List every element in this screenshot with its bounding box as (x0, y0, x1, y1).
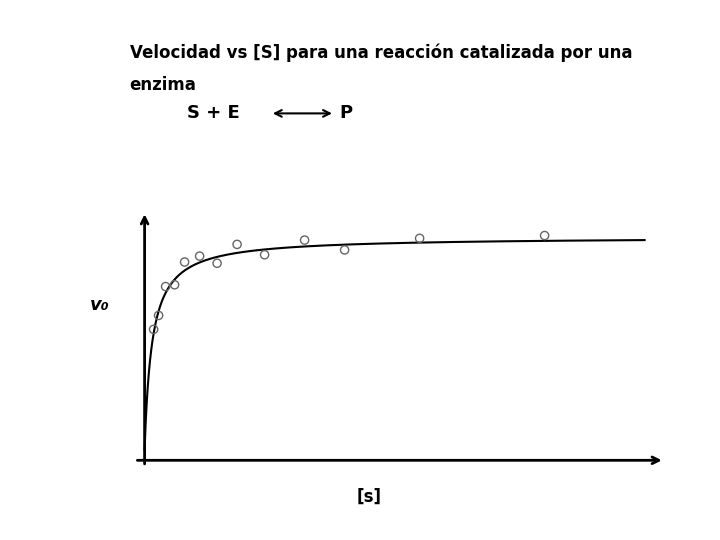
Text: P: P (340, 104, 353, 123)
Point (212, 259, 223, 268)
Text: enzima: enzima (130, 76, 197, 93)
Text: v₀: v₀ (90, 296, 109, 314)
Point (148, 325, 159, 334)
Point (179, 258, 190, 266)
Point (194, 252, 205, 260)
Text: Velocidad vs [S] para una reacción catalizada por una: Velocidad vs [S] para una reacción catal… (130, 43, 632, 62)
Point (299, 236, 310, 245)
Point (339, 246, 351, 254)
Point (231, 240, 243, 249)
Point (153, 311, 164, 320)
Point (539, 231, 550, 240)
Point (259, 251, 271, 259)
Text: [s]: [s] (357, 488, 382, 505)
Point (168, 280, 180, 289)
Text: S + E: S + E (187, 104, 240, 123)
Point (160, 282, 171, 291)
Point (414, 234, 426, 242)
